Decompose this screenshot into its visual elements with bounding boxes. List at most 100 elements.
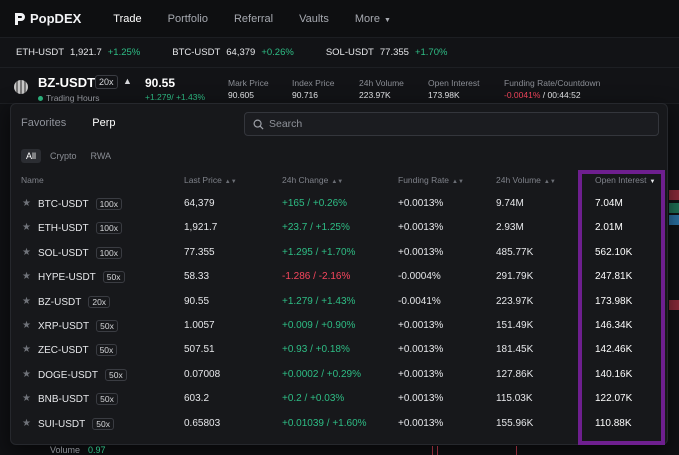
row-funding: +0.0013% — [398, 222, 444, 234]
table-row[interactable]: ★ BNB-USDT 50x 603.2 +0.2 / +0.03% +0.001… — [11, 387, 669, 411]
row-volume: 9.74M — [496, 198, 524, 209]
filter-all[interactable]: All — [21, 149, 42, 163]
row-open-interest: 7.04M — [595, 198, 623, 209]
row-symbol: XRP-USDT — [38, 320, 90, 332]
ticker-item[interactable]: BTC-USDT 64,379 +0.26% — [172, 47, 294, 58]
row-name: BTC-USDT 100x — [38, 198, 122, 210]
col-24h-change[interactable]: 24h Change ▲▼ — [282, 175, 343, 185]
stat-value: 173.98K — [428, 90, 460, 100]
row-leverage: 100x — [95, 222, 122, 235]
tab-favorites[interactable]: Favorites — [21, 117, 67, 129]
col-funding-rate[interactable]: Funding Rate ▲▼ — [398, 175, 464, 185]
col-open-interest[interactable]: Open Interest ▼ — [595, 175, 655, 185]
ticker-change: +1.25% — [107, 47, 141, 58]
stat-value: 90.605 — [228, 90, 254, 100]
row-name: SUI-USDT 50x — [38, 417, 114, 430]
table-row[interactable]: ★ SUI-USDT 50x 0.65803 +0.01039 / +1.60% … — [11, 412, 669, 436]
nav-trade[interactable]: Trade — [113, 12, 142, 25]
ticker-change: +0.26% — [261, 47, 294, 58]
row-symbol: SOL-USDT — [38, 247, 89, 259]
table-row[interactable]: ★ BTC-USDT 100x 64,379 +165 / +0.26% +0.0… — [11, 192, 669, 216]
chevron-up-icon[interactable]: ▲ — [123, 76, 132, 86]
table-row[interactable]: ★ HYPE-USDT 50x 58.33 -1.286 / -2.16% -0.… — [11, 265, 669, 289]
row-funding: +0.0013% — [398, 417, 444, 429]
table-row[interactable]: ★ ETH-USDT 100x 1,921.7 +23.7 / +1.25% +0… — [11, 216, 669, 240]
row-leverage: 50x — [96, 393, 118, 406]
row-last-price: 77.355 — [184, 246, 215, 258]
filter-crypto[interactable]: Crypto — [50, 151, 77, 161]
row-funding: +0.0013% — [398, 368, 444, 380]
col-name[interactable]: Name — [21, 175, 44, 185]
row-last-price: 64,379 — [184, 198, 215, 209]
row-name: HYPE-USDT 50x — [38, 271, 125, 284]
sort-icon: ▲▼ — [224, 179, 237, 185]
row-open-interest: 122.07K — [595, 393, 633, 405]
market-coin-icon — [14, 80, 28, 94]
star-icon[interactable]: ★ — [22, 393, 31, 405]
stat-24h-volume: 24h Volume 223.97K — [359, 78, 404, 100]
row-volume: 291.79K — [496, 271, 534, 283]
sort-icon: ▲▼ — [543, 179, 556, 185]
nav-more[interactable]: More ▼ — [355, 13, 391, 25]
row-leverage: 50x — [96, 319, 118, 332]
logo[interactable]: PopDEX — [14, 11, 81, 26]
row-leverage: 50x — [102, 271, 125, 284]
star-icon[interactable]: ★ — [22, 344, 31, 356]
row-last-price: 603.2 — [184, 393, 210, 405]
market-tabs: Favorites Perp — [21, 117, 116, 129]
filter-rwa[interactable]: RWA — [90, 151, 112, 161]
row-open-interest: 173.98K — [595, 295, 633, 307]
star-icon[interactable]: ★ — [22, 417, 31, 429]
star-icon[interactable]: ★ — [22, 368, 31, 380]
nav-referral[interactable]: Referral — [233, 12, 274, 25]
star-icon[interactable]: ★ — [22, 319, 31, 331]
logo-icon — [15, 12, 25, 25]
row-leverage: 50x — [105, 368, 127, 381]
row-change: +165 / +0.26% — [282, 198, 348, 209]
col-24h-volume[interactable]: 24h Volume ▲▼ — [496, 175, 556, 185]
table-header: Name Last Price ▲▼ 24h Change ▲▼ Funding R… — [11, 175, 669, 191]
nav-portfolio[interactable]: Portfolio — [167, 12, 208, 25]
search-icon — [253, 119, 264, 130]
nav-vaults[interactable]: Vaults — [299, 12, 329, 25]
star-icon[interactable]: ★ — [22, 198, 31, 209]
stat-value: 223.97K — [359, 90, 391, 100]
table-row[interactable]: ★ ZEC-USDT 50x 507.51 +0.93 / +0.18% +0.0… — [11, 338, 669, 362]
ticker-item[interactable]: SOL-USDT 77.355 +1.70% — [326, 47, 448, 58]
stat-funding-rate: Funding Rate/Countdown -0.0041% / 00:44:… — [504, 78, 600, 100]
stat-open-interest: Open Interest 173.98K — [428, 78, 480, 100]
row-symbol: BNB-USDT — [38, 394, 90, 406]
search-box[interactable] — [244, 112, 659, 136]
market-symbol[interactable]: BZ-USDT — [38, 75, 96, 90]
col-last-price[interactable]: Last Price ▲▼ — [184, 175, 237, 185]
row-funding: +0.0013% — [398, 344, 444, 356]
row-symbol: SUI-USDT — [38, 418, 86, 430]
table-row[interactable]: ★ XRP-USDT 50x 1.0057 +0.009 / +0.90% +0.… — [11, 314, 669, 338]
market-price: 90.55 — [145, 76, 176, 90]
star-icon[interactable]: ★ — [22, 295, 31, 307]
table-row[interactable]: ★ DOGE-USDT 50x 0.07008 +0.0002 / +0.29% … — [11, 363, 669, 387]
row-change: -1.286 / -2.16% — [282, 271, 351, 283]
table-row[interactable]: ★ SOL-USDT 100x 77.355 +1.295 / +1.70% +0… — [11, 241, 669, 265]
table-row[interactable]: ★ BZ-USDT 20x 90.55 +1.279 / +1.43% -0.00… — [11, 290, 669, 314]
chart-price-tag — [669, 203, 679, 213]
row-leverage: 50x — [95, 344, 118, 357]
ticker-item[interactable]: ETH-USDT 1,921.7 +1.25% — [16, 47, 140, 58]
ticker-bar: ETH-USDT 1,921.7 +1.25% BTC-USDT 64,379 … — [0, 38, 679, 68]
stat-label: Mark Price — [228, 78, 269, 88]
star-icon[interactable]: ★ — [22, 271, 31, 283]
tab-perp[interactable]: Perp — [92, 117, 116, 129]
row-open-interest: 247.81K — [595, 271, 633, 283]
col-open-interest-label: Open Interest — [595, 175, 647, 185]
col-last-price-label: Last Price — [184, 175, 222, 185]
star-icon[interactable]: ★ — [22, 246, 31, 258]
row-funding: +0.0013% — [398, 393, 444, 405]
search-input[interactable] — [269, 118, 649, 130]
row-change: +23.7 / +1.25% — [282, 222, 350, 234]
ticker-price: 1,921.7 — [70, 47, 102, 58]
sort-icon: ▲▼ — [331, 179, 344, 185]
row-last-price: 58.33 — [184, 271, 210, 283]
row-leverage: 20x — [88, 295, 111, 308]
chart-price-tag — [669, 300, 679, 310]
star-icon[interactable]: ★ — [22, 222, 31, 234]
